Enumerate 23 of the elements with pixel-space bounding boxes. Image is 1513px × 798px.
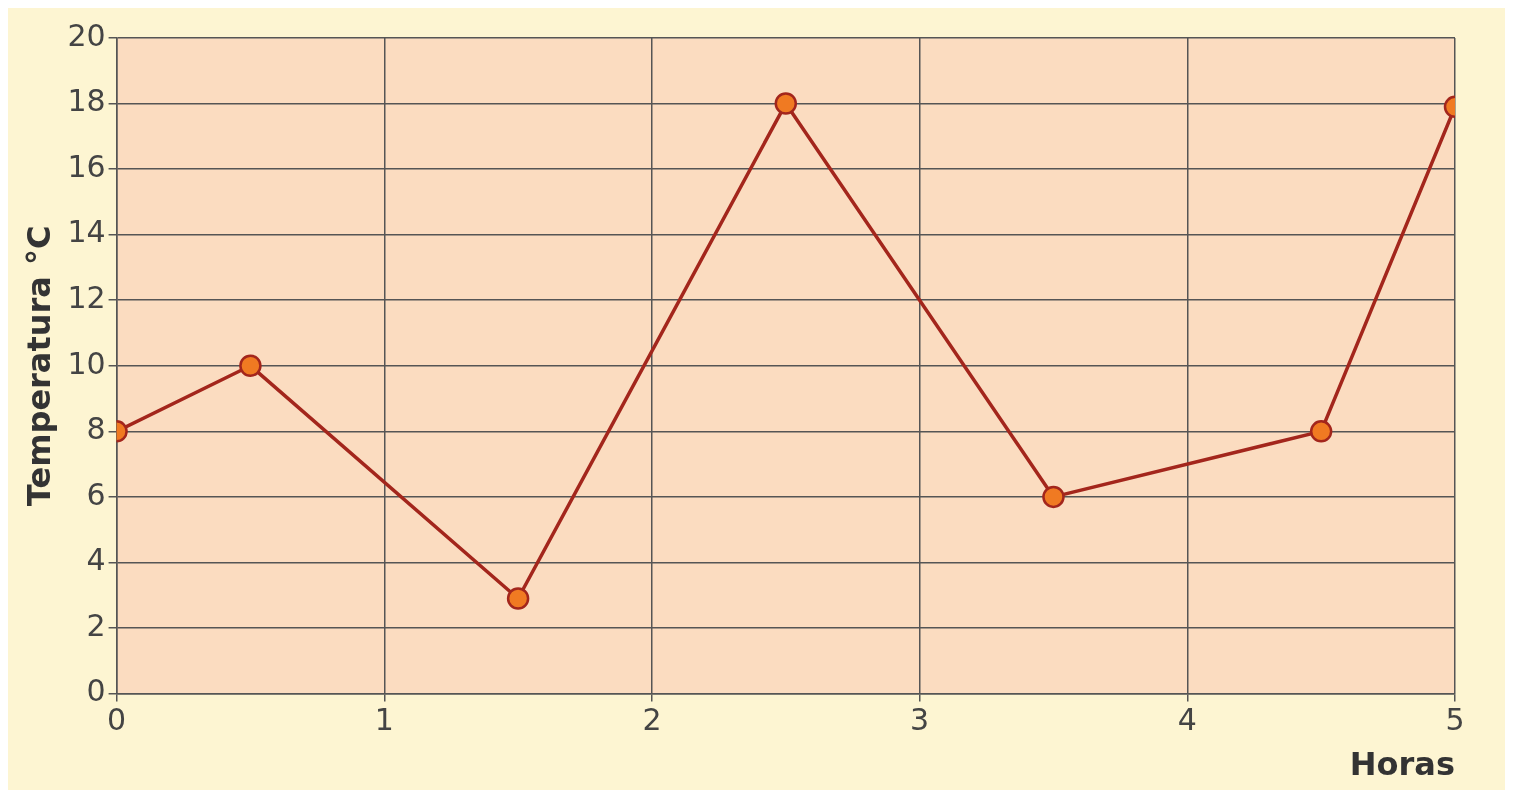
y-tick-label: 20 <box>67 17 106 53</box>
y-tick-label: 18 <box>67 83 106 119</box>
y-tick-label: 2 <box>86 607 106 643</box>
y-tick-label: 10 <box>67 345 106 381</box>
y-axis-title: Temperatura °C <box>19 225 58 507</box>
x-tick-label: 5 <box>1445 702 1465 738</box>
y-tick-label: 12 <box>67 280 106 316</box>
x-tick-label: 4 <box>1177 702 1197 738</box>
point <box>774 92 798 115</box>
x-axis-title: Horas <box>1349 745 1455 784</box>
y-tick-label: 6 <box>86 476 106 512</box>
y-tick-label: 0 <box>86 673 106 709</box>
y-tick-label: 16 <box>67 148 106 184</box>
point <box>1309 420 1333 443</box>
y-tick-label: 4 <box>86 542 106 578</box>
point <box>1042 485 1065 509</box>
point <box>506 587 530 610</box>
point <box>239 354 262 378</box>
y-tick-label: 14 <box>67 214 106 250</box>
x-tick-label: 1 <box>374 702 394 738</box>
y-tick-label: 8 <box>86 411 106 447</box>
x-tick-label: 3 <box>910 702 930 738</box>
x-tick-label: 2 <box>642 702 662 738</box>
